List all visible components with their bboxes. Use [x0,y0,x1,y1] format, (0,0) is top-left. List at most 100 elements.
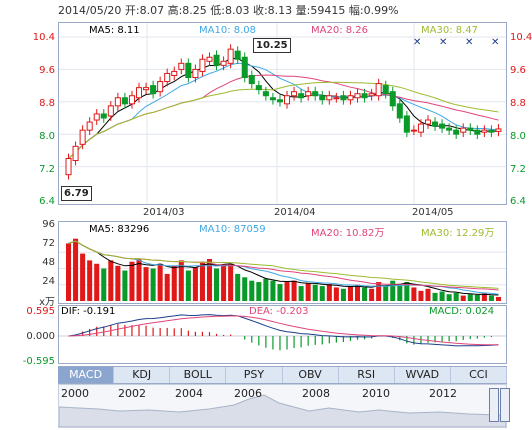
ma10-legend: MA10: 8.08 [199,25,257,36]
volume-bar [425,288,431,301]
candle-body [206,56,213,62]
candle-body [333,97,340,100]
tab-obv[interactable]: OBV [283,367,339,383]
volume-bar [242,277,248,301]
y-tick-left: 8.8 [39,98,55,109]
volume-bar [446,294,452,301]
candle-body [150,85,157,95]
candle-body [220,60,227,66]
volume-bar [298,286,304,301]
tab-cci[interactable]: CCI [451,367,507,383]
event-marker-icon: ✕ [491,37,499,48]
volume-bar [150,268,156,301]
y-tick-left: 10.4 [32,32,55,43]
candle-body [495,128,502,132]
volume-bar [108,260,114,301]
ma5-legend: MA5: 8.11 [89,25,140,36]
candle-body [128,95,135,105]
candle-body [79,129,86,145]
volume-bar [73,238,79,301]
volume-bar [87,260,93,301]
candle-body [157,81,164,93]
tab-macd[interactable]: MACD [58,367,115,383]
volume-bar [263,278,269,301]
volume-bar [347,286,353,301]
volume-bar [495,296,501,301]
macd-tick: -0.595 [22,356,55,367]
candle-body [135,87,143,99]
price-chart-panel[interactable]: ✕ ✕ ✕ ✕ MA5: 8.11 MA10: 8.08 MA20: 8.26 MA3… [58,22,507,205]
volume-chart-panel[interactable]: MA5: 83296 MA10: 87059 MA20: 10.82万 MA30… [58,221,507,304]
candle-body [114,97,121,107]
candle-body [488,129,495,133]
vol-ma20-legend: MA20: 10.82万 [311,228,385,239]
volume-bar [136,259,142,301]
macd-chart [59,314,506,351]
y-tick-left: 7.2 [39,164,55,175]
x-date-label: 2014/05 [412,207,454,218]
volume-bar [221,265,227,301]
y-tick-left: 9.6 [39,65,55,76]
candle-body [460,127,467,133]
volume-bar [235,273,241,301]
candle-body [354,93,361,99]
tab-psy[interactable]: PSY [226,367,283,383]
timeline-year: 2010 [362,387,390,400]
tab-boll[interactable]: BOLL [170,367,227,383]
volume-bar [214,268,220,301]
ma30-line [68,81,499,159]
candle-body [326,95,333,101]
range-handle-left[interactable] [489,388,499,422]
candle-body [396,103,403,119]
macd-legend: MACD: 0.024 [429,306,495,317]
volume-bar [94,263,100,301]
volume-bar [418,290,424,301]
timeline-range-selector[interactable]: 2000 2002 2004 2006 2008 2010 2012 [58,384,507,428]
vol-ma30-line [68,240,499,289]
timeline-year: 2002 [118,387,146,400]
candle-body [467,127,474,131]
volume-bar [171,265,177,301]
low-price-callout: 6.79 [61,186,92,201]
y-tick-right: 7.2 [510,164,526,175]
ma5-line [68,58,499,159]
volume-bar [101,268,107,301]
dif-line [68,314,499,347]
candle-body [375,83,382,97]
candle-body [248,74,255,85]
volume-chart [59,238,506,301]
volume-bar [291,280,297,301]
candle-body [347,95,354,101]
volume-bar [178,260,184,301]
tab-wvad[interactable]: WVAD [395,367,451,383]
candle-body [319,95,326,101]
macd-chart-panel[interactable]: DIF: -0.191 DEA: -0.203 MACD: 0.024 [58,305,507,364]
candle-body [121,97,128,105]
macd-tick: 0.595 [26,306,55,317]
candle-body [86,121,93,131]
candle-body [291,91,298,97]
volume-bar [340,288,346,301]
volume-bar [383,286,389,301]
volume-bar [284,282,290,301]
candle-body [65,158,72,176]
candle-body [340,95,347,101]
y-tick-left: 8.0 [39,131,55,142]
candle-body [284,95,291,105]
timeline-year: 2000 [61,387,89,400]
event-marker-icon: ✕ [465,37,473,48]
candle-body [453,129,460,135]
candle-body [481,129,488,133]
candle-body [368,93,375,97]
candle-body [298,93,305,99]
dif-legend: DIF: -0.191 [61,306,116,317]
dea-legend: DEA: -0.203 [249,306,309,317]
candle-body [382,85,389,95]
tab-rsi[interactable]: RSI [339,367,395,383]
candle-body [178,62,185,70]
candle-body [439,123,446,129]
tab-kdj[interactable]: KDJ [114,367,171,383]
volume-bar [481,293,487,301]
range-handle-right[interactable] [500,388,510,422]
vol-ma10-legend: MA10: 87059 [199,224,266,235]
